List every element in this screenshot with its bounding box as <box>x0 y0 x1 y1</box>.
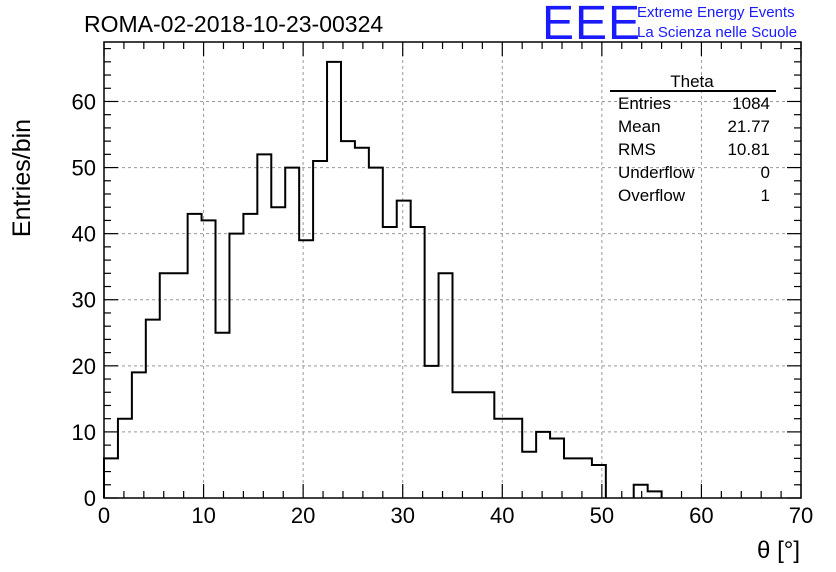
stats-box: Theta Entries 1084 Mean 21.77 RMS 10.81 … <box>610 72 776 205</box>
stats-label-mean: Mean <box>618 117 661 136</box>
y-tick-label: 30 <box>72 288 96 313</box>
x-tick-label: 10 <box>191 503 215 528</box>
axis-ticks <box>103 42 802 499</box>
x-axis-label: θ [°] <box>757 537 800 564</box>
eee-logo: EEE <box>542 0 642 50</box>
y-tick-label: 40 <box>72 222 96 247</box>
logo-line-1: Extreme Energy Events <box>637 4 795 21</box>
y-tick-label: 10 <box>72 420 96 445</box>
y-axis-label: Entries/bin <box>8 119 36 237</box>
y-tick-label: 20 <box>72 354 96 379</box>
stats-value-entries: 1084 <box>732 94 770 113</box>
x-tick-label: 50 <box>590 503 614 528</box>
x-tick-label: 60 <box>689 503 713 528</box>
stats-title: Theta <box>670 72 714 91</box>
stats-value-mean: 21.77 <box>727 117 770 136</box>
stats-label-rms: RMS <box>618 140 656 159</box>
plot-area <box>104 42 801 498</box>
x-tick-label: 0 <box>98 503 110 528</box>
stats-label-underflow: Underflow <box>618 163 695 182</box>
logo-line-2: La Scienza nelle Scuole <box>637 24 798 41</box>
stats-label-overflow: Overflow <box>618 186 686 205</box>
y-tick-label: 50 <box>72 156 96 181</box>
x-tick-labels: 0 10 20 30 40 50 60 70 <box>98 503 813 528</box>
x-tick-label: 30 <box>390 503 414 528</box>
y-tick-label: 60 <box>72 89 96 114</box>
x-tick-label: 20 <box>291 503 315 528</box>
y-tick-labels: 0 10 20 30 40 50 60 <box>72 89 96 511</box>
y-tick-label: 0 <box>84 486 96 511</box>
stats-value-underflow: 0 <box>761 163 770 182</box>
stats-label-entries: Entries <box>618 94 671 113</box>
plot-frame <box>103 41 802 499</box>
x-tick-label: 40 <box>490 503 514 528</box>
stats-value-rms: 10.81 <box>727 140 770 159</box>
stats-value-overflow: 1 <box>761 186 770 205</box>
run-title: ROMA-02-2018-10-23-00324 <box>84 11 383 37</box>
x-tick-label: 70 <box>789 503 813 528</box>
